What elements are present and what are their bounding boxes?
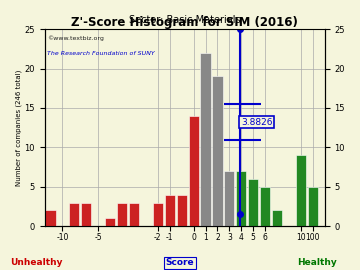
Bar — [117, 202, 127, 226]
Bar — [81, 202, 91, 226]
Bar — [105, 218, 115, 226]
Bar — [272, 211, 282, 226]
Text: Healthy: Healthy — [297, 258, 337, 267]
Text: 3.8826: 3.8826 — [241, 118, 273, 127]
Bar — [296, 155, 306, 226]
Bar — [201, 53, 211, 226]
Title: Z'-Score Histogram for SIM (2016): Z'-Score Histogram for SIM (2016) — [71, 16, 298, 29]
Bar — [165, 195, 175, 226]
Bar — [260, 187, 270, 226]
Bar — [69, 202, 80, 226]
Bar — [177, 195, 187, 226]
Bar — [212, 76, 222, 226]
Text: Unhealthy: Unhealthy — [10, 258, 62, 267]
Bar — [153, 202, 163, 226]
Bar — [248, 179, 258, 226]
Bar — [45, 211, 55, 226]
Bar — [308, 187, 318, 226]
Text: The Research Foundation of SUNY: The Research Foundation of SUNY — [47, 51, 155, 56]
Bar — [224, 171, 234, 226]
Y-axis label: Number of companies (246 total): Number of companies (246 total) — [15, 69, 22, 186]
Text: ©www.textbiz.org: ©www.textbiz.org — [47, 35, 104, 41]
Text: Score: Score — [166, 258, 194, 267]
Bar — [236, 171, 246, 226]
Text: Sector: Basic Materials: Sector: Basic Materials — [129, 15, 240, 25]
Bar — [129, 202, 139, 226]
Bar — [189, 116, 199, 226]
